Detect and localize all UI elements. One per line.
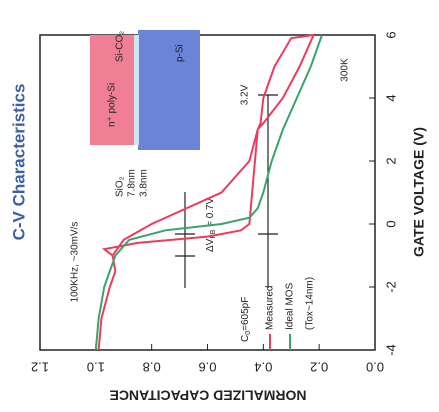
- x-tick-label: -4: [383, 344, 398, 356]
- x-tick-label: -2: [383, 281, 398, 293]
- y-tick-label: 1.2: [31, 360, 49, 375]
- y-tick-label: 1.0: [87, 360, 105, 375]
- x-tick-label: 6: [383, 31, 398, 38]
- x-tick-label: 2: [383, 157, 398, 164]
- annotation-part: =605pF: [240, 297, 251, 331]
- annotation-part: C: [240, 335, 251, 342]
- chart-title: C-V Characteristics: [9, 84, 28, 241]
- inset-label: Si-CO₂: [115, 31, 126, 62]
- inset-label: n⁺ poly-Si: [107, 83, 118, 127]
- inset: Si-CO₂ n⁺ poly-Si p-Si SiO₂ 7.8nm 3.8nm: [90, 30, 200, 197]
- inset-psi: [138, 30, 200, 150]
- inset-label: 3.8nm: [139, 169, 150, 197]
- annotation: C0=605pF: [240, 297, 252, 342]
- chart: C-V Characteristics GATE VOLTAGE (V) NOR…: [0, 0, 439, 412]
- annotation-part: ΔV: [205, 238, 216, 252]
- legend-label: Ideal MOS: [285, 282, 296, 330]
- inset-label: p-Si: [175, 44, 186, 62]
- x-tick-label: 0: [383, 220, 398, 227]
- annotation: 300K: [340, 58, 351, 82]
- annotation: 3.2V: [240, 84, 251, 105]
- inset-label: SiO₂: [115, 176, 126, 197]
- annotation-part: FB: [210, 229, 217, 238]
- rotated-chart: C-V Characteristics GATE VOLTAGE (V) NOR…: [9, 30, 426, 403]
- y-axis-label: NORMALIZED CAPACITANCE: [109, 387, 306, 403]
- legend-note: (Tox~14nm): [305, 277, 316, 330]
- y-tick-label: 0.4: [254, 360, 272, 375]
- x-axis-label: GATE VOLTAGE (V): [411, 127, 427, 257]
- y-tick-label: 0.2: [310, 360, 328, 375]
- y-tick-label: 0.6: [198, 360, 216, 375]
- y-tick-label: 0.0: [366, 360, 384, 375]
- annotation: 100KHz, ~30mV/s: [70, 222, 81, 303]
- y-tick-label: 0.8: [143, 360, 161, 375]
- legend-label: Measured: [265, 286, 276, 330]
- inset-label: 7.8nm: [127, 169, 138, 197]
- x-tick-label: 4: [383, 94, 398, 101]
- inset-oxide: [134, 35, 139, 145]
